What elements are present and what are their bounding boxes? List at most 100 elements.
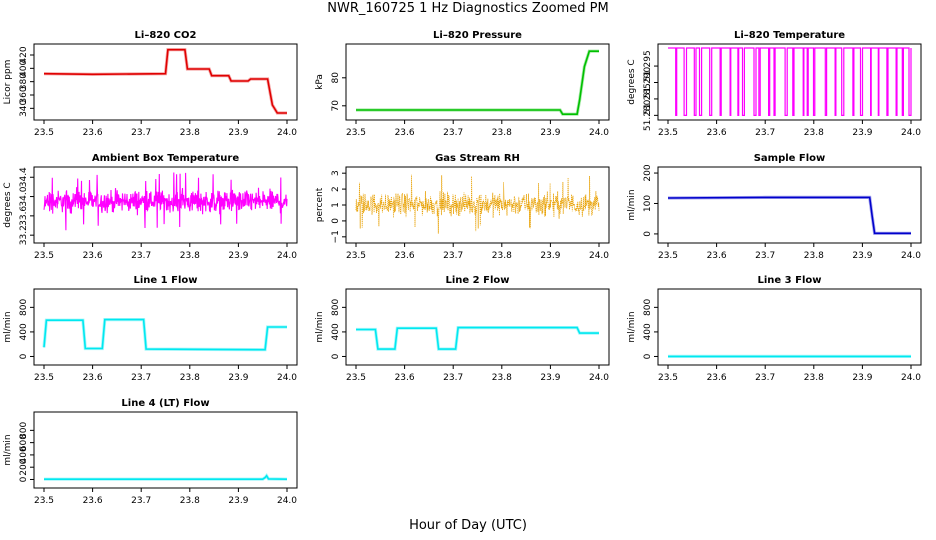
y-tick-label: 2 [331, 186, 341, 192]
x-tick-label: 23.5 [34, 251, 54, 261]
x-tick-label: 23.6 [83, 373, 103, 383]
y-tick-label: 200 [19, 458, 29, 475]
y-tick-label: 800 [331, 298, 341, 315]
y-tick-label: 800 [19, 421, 29, 438]
x-tick-label: 23.7 [131, 373, 151, 383]
y-tick-label: 380 [19, 73, 29, 90]
x-tick-label: 24.0 [277, 373, 297, 383]
plot-frame [33, 411, 298, 489]
x-tick-label: 23.9 [852, 128, 872, 138]
x-tick-label: 23.6 [707, 373, 727, 383]
y-tick-label: 3 [331, 170, 341, 176]
figure-title: NWR_160725 1 Hz Diagnostics Zoomed PM [327, 1, 609, 16]
x-tick-label: 24.0 [901, 373, 921, 383]
x-tick-label: 24.0 [277, 251, 297, 261]
x-tick-label: 23.5 [658, 128, 678, 138]
y-axis-label: ml/min [627, 189, 637, 220]
x-tick-label: 23.9 [228, 496, 248, 506]
x-tick-label: 23.8 [492, 373, 512, 383]
x-tick-label: 23.6 [83, 251, 103, 261]
panel-title: Li–820 Pressure [433, 30, 522, 41]
series-line [668, 47, 912, 116]
x-tick-label: 23.7 [443, 373, 463, 383]
x-tick-label: 23.9 [540, 373, 560, 383]
x-tick-label: 23.5 [34, 373, 54, 383]
x-tick-label: 24.0 [589, 128, 609, 138]
x-tick-label: 23.8 [180, 373, 200, 383]
series-band [43, 48, 287, 115]
y-tick-label: 33.6 [19, 206, 29, 226]
plot-frame [657, 288, 922, 366]
y-tick-label: 0 [19, 476, 29, 482]
panel-title: Gas Stream RH [435, 153, 520, 164]
series-line [43, 172, 288, 231]
y-axis-label: percent [315, 187, 325, 222]
x-tick-label: 23.5 [346, 251, 366, 261]
x-tick-label: 23.7 [131, 251, 151, 261]
y-tick-label: 360 [19, 86, 29, 103]
panel-title: Sample Flow [754, 153, 826, 164]
x-tick-label: 23.8 [180, 496, 200, 506]
panel-9: Line 3 Flow ml/min 23.5 23.6 23.7 23.8 23.9 24.… [627, 275, 922, 383]
y-tick-label: 34.4 [19, 167, 29, 187]
x-tick-label: 23.6 [83, 128, 103, 138]
plot-frame [345, 43, 610, 121]
y-axis-label: degrees C [3, 182, 13, 227]
plot-frame [33, 166, 298, 244]
plot-frame [345, 288, 610, 366]
y-tick-label: 0 [331, 218, 341, 224]
y-tick-label: 33.2 [19, 225, 29, 245]
y-tick-label: 800 [19, 298, 29, 315]
series-line [43, 48, 287, 114]
series-line [356, 326, 599, 350]
x-tick-label: 23.6 [395, 251, 415, 261]
x-tick-label: 24.0 [901, 128, 921, 138]
y-tick-label: 51.285 [643, 83, 653, 115]
y-tick-label: 80 [331, 72, 341, 84]
series-band [356, 49, 599, 116]
panel-4: Ambient Box Temperature degrees C 23.5 23.6… [3, 153, 298, 261]
x-tick-label: 23.5 [34, 496, 54, 506]
panel-title: Line 4 (LT) Flow [121, 398, 209, 409]
x-tick-label: 23.5 [658, 251, 678, 261]
series-line [667, 196, 911, 235]
panel-8: Line 2 Flow ml/min 23.5 23.6 23.7 23.8 23.9 24.… [315, 275, 610, 383]
panel-title: Line 3 Flow [758, 275, 822, 286]
x-tick-label: 23.9 [540, 128, 560, 138]
x-tick-label: 23.5 [346, 373, 366, 383]
x-tick-label: 23.5 [346, 128, 366, 138]
x-tick-label: 24.0 [277, 128, 297, 138]
panel-10: Line 4 (LT) Flow ml/min 23.5 23.6 23.7 23.8 23… [3, 398, 298, 506]
y-tick-label: 400 [19, 446, 29, 463]
x-tick-label: 24.0 [901, 251, 921, 261]
panel-title: Ambient Box Temperature [92, 153, 239, 164]
y-tick-label: 400 [19, 59, 29, 76]
y-tick-label: 34.0 [19, 186, 29, 206]
plot-frame [657, 166, 922, 244]
x-tick-label: 23.8 [804, 128, 824, 138]
y-tick-label: 420 [19, 46, 29, 63]
x-tick-label: 23.9 [228, 128, 248, 138]
panel-2: Li–820 Pressure kPa 23.5 23.6 23.7 23.8 23.9 24… [315, 30, 610, 138]
panel-title: Line 1 Flow [134, 275, 198, 286]
x-tick-label: 23.8 [180, 251, 200, 261]
series-line [43, 318, 287, 351]
y-axis-label: Licor ppm [3, 60, 13, 105]
plot-frame [33, 43, 298, 121]
x-tick-label: 23.7 [131, 496, 151, 506]
x-tick-label: 23.5 [34, 128, 54, 138]
x-tick-label: 23.7 [131, 128, 151, 138]
x-tick-label: 23.6 [83, 496, 103, 506]
plot-frame [33, 288, 298, 366]
y-axis-label: ml/min [3, 311, 13, 342]
y-axis-label: degrees C [627, 59, 637, 104]
x-tick-label: 23.7 [443, 251, 463, 261]
series-line [44, 474, 288, 481]
y-tick-label: 51.290 [643, 66, 653, 98]
x-tick-label: 23.9 [852, 373, 872, 383]
x-tick-label: 24.0 [589, 251, 609, 261]
y-tick-label: 100 [643, 195, 653, 212]
panel-title: Li–820 CO2 [135, 30, 197, 41]
